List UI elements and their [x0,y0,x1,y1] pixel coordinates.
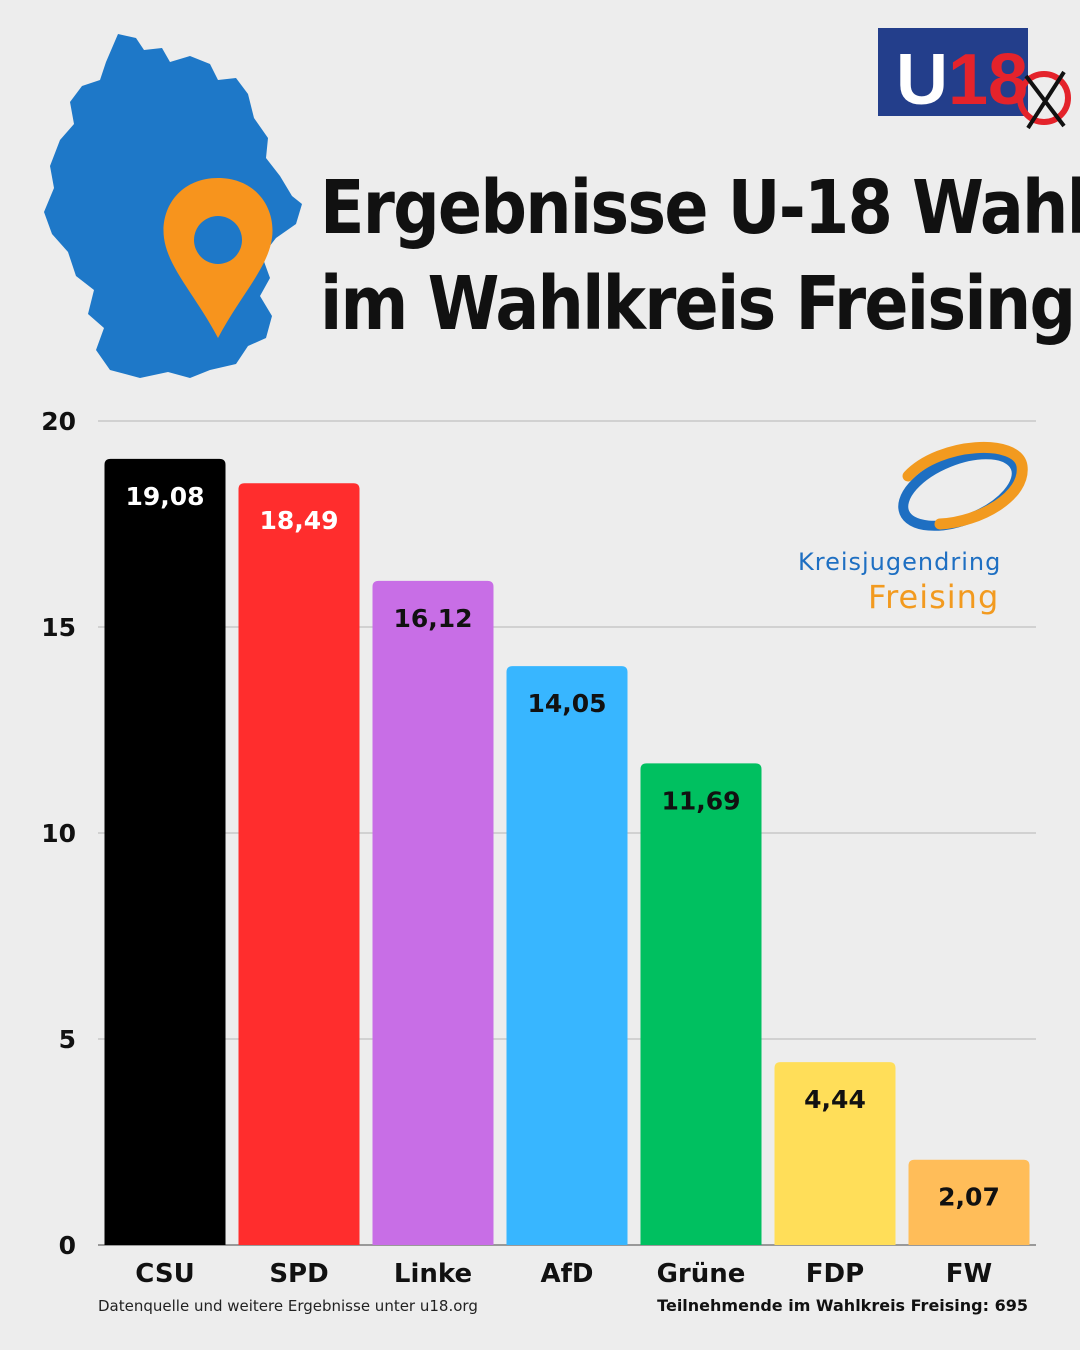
category-label-fw: FW [946,1259,992,1289]
value-label-grüne: 11,69 [661,786,740,815]
value-label-afd: 14,05 [527,689,606,718]
y-tick-label: 5 [59,1025,76,1054]
bar-grüne [640,763,762,1245]
value-label-fdp: 4,44 [804,1085,866,1114]
kjr-name-line1: Kreisjugendring [798,548,1002,576]
category-label-afd: AfD [540,1259,593,1289]
y-tick-label: 0 [59,1231,76,1260]
kjr-logo: Kreisjugendring Freising [790,440,1040,620]
y-tick-label: 15 [41,613,76,642]
bar-afd [506,666,628,1245]
chart-labels: 19,08 CSU 18,49 SPD 16,12 Linke 14,05 AfD 11,69 G… [125,482,999,1289]
value-label-spd: 18,49 [259,506,338,535]
category-label-spd: SPD [269,1259,328,1289]
bar-fdp [774,1062,896,1245]
title-line-1: Ergebnisse U-18 Wahl [320,165,1080,251]
kjr-swirl-icon [898,441,1028,531]
title-line-2: im Wahlkreis Freising [320,261,1076,347]
y-tick-label: 20 [41,407,76,436]
value-label-csu: 19,08 [125,482,204,511]
y-tick-label: 10 [41,819,76,848]
kjr-name-line2: Freising [868,578,1000,616]
svg-text:18: 18 [948,40,1028,120]
value-label-fw: 2,07 [938,1183,1000,1212]
category-label-linke: Linke [394,1259,472,1289]
u18-logo: U 18 [878,28,1071,130]
ballot-circle-icon [1017,71,1071,125]
category-label-fdp: FDP [806,1259,864,1289]
svg-text:U: U [896,40,948,120]
category-label-csu: CSU [135,1259,194,1289]
category-label-grüne: Grüne [657,1259,746,1289]
bar-spd [238,483,360,1245]
chart-bars [104,458,1030,1245]
ballot-cross-icon [1024,70,1066,130]
bar-linke [372,580,494,1245]
location-pin-hole [194,216,242,264]
data-source-note: Datenquelle und weitere Ergebnisse unter… [98,1297,478,1315]
bar-csu [104,458,226,1245]
page-title: Ergebnisse U-18 Wahl im Wahlkreis Freisi… [320,160,1080,352]
bar-fw [908,1159,1030,1245]
participants-note: Teilnehmende im Wahlkreis Freising: 695 [657,1296,1028,1315]
value-label-linke: 16,12 [393,604,472,633]
germany-map [44,34,302,378]
